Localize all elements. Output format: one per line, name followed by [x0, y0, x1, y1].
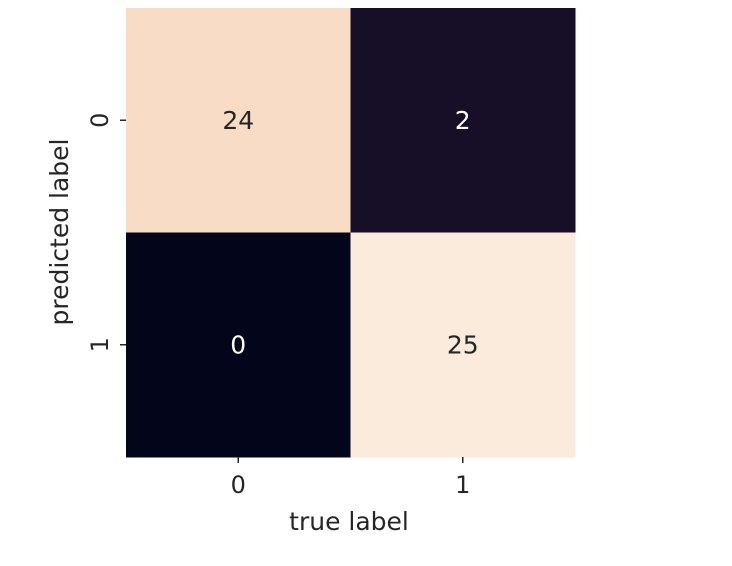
y-axis-label: predicted label — [45, 139, 74, 326]
x-tick-label: 0 — [231, 471, 246, 499]
y-tick-label: 0 — [86, 113, 114, 128]
heatmap-cells — [126, 8, 576, 458]
cell-value-label: 0 — [230, 330, 246, 359]
x-axis-label: true label — [289, 507, 409, 536]
cell-value-label: 2 — [455, 106, 471, 135]
heatmap-cell — [126, 232, 351, 458]
heatmap-cell — [126, 8, 351, 233]
heatmap-cell-labels: 24 2 0 25 — [222, 106, 478, 360]
y-tick-label: 1 — [86, 337, 114, 352]
cell-value-label: 24 — [222, 106, 254, 135]
cell-value-label: 25 — [447, 330, 479, 359]
x-tick-label: 1 — [455, 471, 470, 499]
heatmap-cell — [350, 232, 576, 458]
y-axis-ticks: 01 — [86, 113, 126, 352]
heatmap-cell — [350, 8, 576, 233]
